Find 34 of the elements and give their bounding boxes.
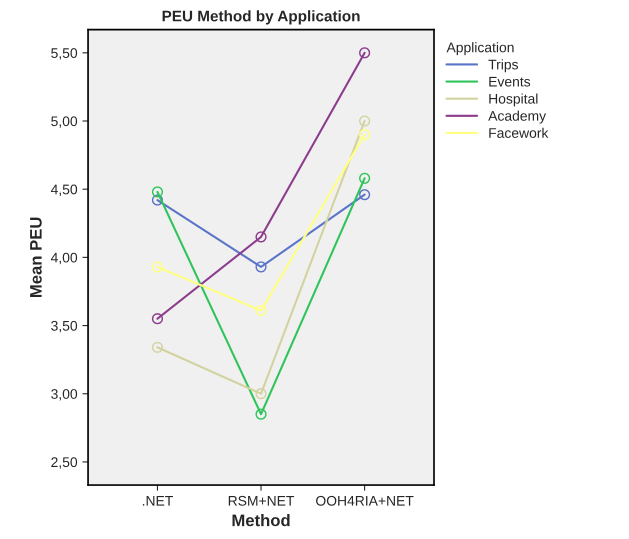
point (359, 129, 370, 140)
legend-label: Facework (489, 128, 548, 138)
point (255, 305, 267, 316)
legend-label: Trips (488, 59, 518, 72)
point (152, 342, 164, 353)
point (359, 47, 370, 58)
x-tick-label: OOH4RIA+NET (316, 496, 414, 506)
point (152, 313, 164, 324)
point (152, 261, 164, 272)
legend-label: Hospital (489, 93, 538, 106)
point (152, 194, 164, 206)
legend-title: Application (446, 42, 514, 56)
legend-label: Academy (488, 110, 546, 124)
point (255, 231, 267, 242)
point (152, 186, 164, 198)
y-tick-label: 5,50 (51, 48, 78, 60)
point (359, 189, 370, 200)
y-axis-title: Mean PEU (30, 218, 42, 298)
point (255, 261, 267, 272)
y-tick-label: 2,50 (51, 457, 78, 469)
legend-label: Events (489, 76, 530, 87)
y-tick-label: 3,00 (51, 389, 78, 401)
chart-title: PEU Method by Application (162, 10, 360, 24)
y-tick-label: 3,50 (51, 320, 78, 332)
y-tick-label: 4,00 (50, 252, 78, 264)
y-tick-label: 5,00 (51, 116, 78, 128)
x-tick-label: RSM+NET (228, 496, 294, 506)
x-tick-label: .NET (142, 496, 173, 506)
x-axis-title: Method (232, 514, 290, 526)
point (255, 408, 267, 420)
point (359, 172, 370, 184)
point (255, 388, 267, 400)
y-tick-label: 4,50 (50, 184, 78, 196)
point (359, 115, 370, 127)
